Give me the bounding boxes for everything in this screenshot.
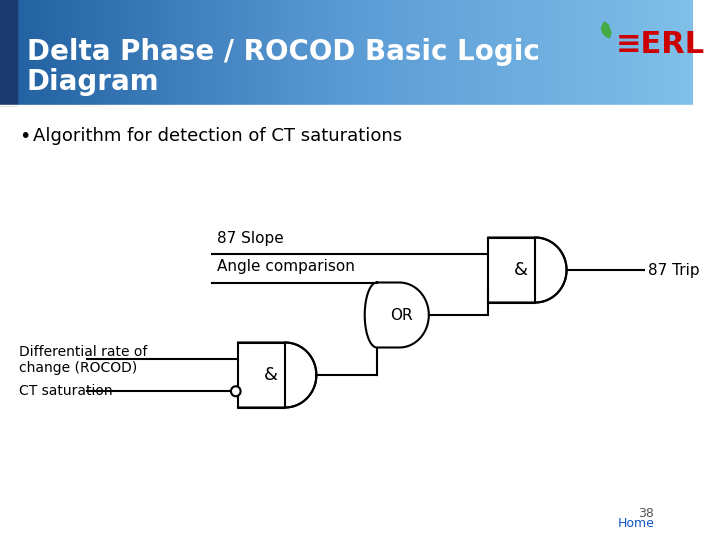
Text: Differential rate of
change (ROCOD): Differential rate of change (ROCOD) [19, 345, 148, 375]
Text: Algorithm for detection of CT saturations: Algorithm for detection of CT saturation… [32, 127, 402, 145]
Circle shape [231, 386, 240, 396]
Text: ≡ERL: ≡ERL [616, 30, 705, 59]
Text: Home: Home [618, 517, 654, 530]
Text: &: & [514, 261, 528, 279]
Polygon shape [238, 342, 316, 408]
Text: 87 Trip: 87 Trip [649, 262, 700, 278]
Text: CT saturation: CT saturation [19, 384, 113, 399]
Bar [0, 0, 17, 105]
Text: 87 Slope: 87 Slope [217, 231, 283, 246]
Text: OR: OR [390, 307, 413, 322]
Text: •: • [19, 127, 31, 146]
Text: Diagram: Diagram [27, 68, 160, 96]
Text: Angle comparison: Angle comparison [217, 260, 354, 274]
Polygon shape [601, 22, 611, 38]
Text: Delta Phase / ROCOD Basic Logic: Delta Phase / ROCOD Basic Logic [27, 38, 540, 66]
Polygon shape [365, 282, 429, 348]
Polygon shape [488, 238, 567, 302]
Text: 38: 38 [639, 507, 654, 520]
Text: &: & [264, 366, 278, 384]
